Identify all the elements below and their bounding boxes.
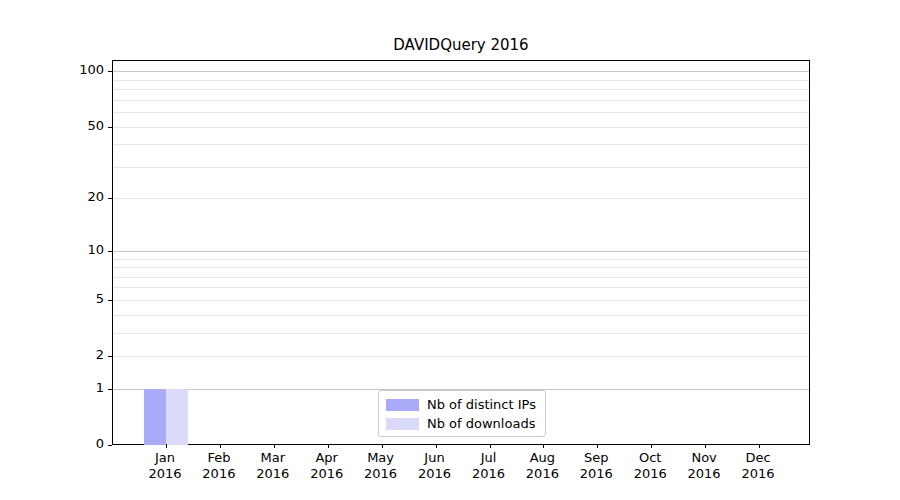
gridline-minor bbox=[113, 333, 809, 334]
x-tick bbox=[705, 444, 706, 448]
gridline-minor bbox=[113, 127, 809, 128]
figure: DAVIDQuery 2016 0 1 2 5 10 20 50 100 Jan 2016Fe… bbox=[0, 0, 900, 500]
legend-item: Nb of distinct IPs bbox=[379, 395, 545, 414]
x-tick bbox=[220, 444, 221, 448]
gridline-minor bbox=[113, 267, 809, 268]
gridline-major bbox=[113, 71, 809, 72]
x-tick-label: Oct 2016 bbox=[622, 450, 678, 481]
x-tick bbox=[274, 444, 275, 448]
y-tick bbox=[108, 251, 112, 252]
gridline-minor bbox=[113, 356, 809, 357]
y-tick bbox=[108, 127, 112, 128]
y-tick bbox=[108, 389, 112, 390]
x-tick bbox=[436, 444, 437, 448]
y-tick-label: 10 bbox=[64, 242, 104, 258]
y-tick-label: 2 bbox=[64, 347, 104, 363]
gridline-minor bbox=[113, 89, 809, 90]
gridline-minor bbox=[113, 167, 809, 168]
x-tick-label: Feb 2016 bbox=[191, 450, 247, 481]
x-tick bbox=[328, 444, 329, 448]
gridline-major bbox=[113, 251, 809, 252]
y-tick bbox=[108, 300, 112, 301]
gridline-minor bbox=[113, 112, 809, 113]
chart-title: DAVIDQuery 2016 bbox=[112, 36, 810, 54]
gridline-minor bbox=[113, 144, 809, 145]
y-tick-label: 5 bbox=[64, 291, 104, 307]
legend-item: Nb of downloads bbox=[379, 414, 545, 433]
x-tick bbox=[651, 444, 652, 448]
legend-swatch bbox=[386, 418, 419, 430]
legend: Nb of distinct IPs Nb of downloads bbox=[378, 390, 546, 437]
x-tick-label: Jan 2016 bbox=[137, 450, 193, 481]
y-tick-label: 0 bbox=[64, 436, 104, 452]
y-tick bbox=[108, 198, 112, 199]
x-tick-label: Nov 2016 bbox=[676, 450, 732, 481]
legend-label: Nb of distinct IPs bbox=[427, 397, 536, 412]
x-tick-label: Sep 2016 bbox=[568, 450, 624, 481]
gridline-minor bbox=[113, 287, 809, 288]
gridline-minor bbox=[113, 198, 809, 199]
bar-downloads bbox=[166, 389, 188, 445]
gridline-minor bbox=[113, 315, 809, 316]
y-tick bbox=[108, 445, 112, 446]
x-tick-label: Mar 2016 bbox=[245, 450, 301, 481]
x-tick bbox=[166, 444, 167, 448]
x-tick-label: Jun 2016 bbox=[407, 450, 463, 481]
x-tick-label: May 2016 bbox=[353, 450, 409, 481]
x-tick bbox=[759, 444, 760, 448]
y-tick-label: 50 bbox=[64, 118, 104, 134]
x-tick bbox=[543, 444, 544, 448]
bar-distinct-ips bbox=[144, 389, 166, 445]
y-tick-label: 20 bbox=[64, 189, 104, 205]
x-tick bbox=[382, 444, 383, 448]
legend-label: Nb of downloads bbox=[427, 416, 535, 431]
y-tick-label: 100 bbox=[64, 62, 104, 78]
x-tick bbox=[490, 444, 491, 448]
y-tick bbox=[108, 71, 112, 72]
y-tick-label: 1 bbox=[64, 380, 104, 396]
gridline-minor bbox=[113, 277, 809, 278]
gridline-minor bbox=[113, 300, 809, 301]
gridline-minor bbox=[113, 80, 809, 81]
x-tick-label: Apr 2016 bbox=[299, 450, 355, 481]
x-tick bbox=[597, 444, 598, 448]
gridline-minor bbox=[113, 100, 809, 101]
gridline-minor bbox=[113, 259, 809, 260]
plot-area bbox=[112, 60, 810, 445]
x-tick-label: Aug 2016 bbox=[514, 450, 570, 481]
y-tick bbox=[108, 356, 112, 357]
x-tick-label: Jul 2016 bbox=[461, 450, 517, 481]
legend-swatch bbox=[386, 399, 419, 411]
x-tick-label: Dec 2016 bbox=[730, 450, 786, 481]
